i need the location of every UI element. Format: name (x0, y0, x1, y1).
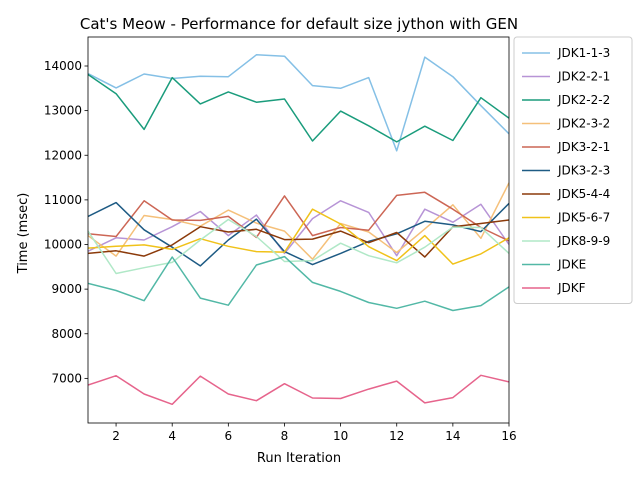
series-line-jdk2-2-2 (88, 73, 509, 143)
y-tick-label: 8000 (51, 327, 82, 341)
plot-area (87, 36, 510, 424)
series-lines (88, 54, 509, 406)
x-tick-label: 6 (225, 429, 233, 443)
series-line-jdkf (88, 374, 509, 406)
legend-label-jdke: JDKE (557, 258, 586, 272)
legend-label-jdk2-2-1: JDK2-2-1 (557, 70, 610, 84)
x-tick-label: 2 (112, 429, 120, 443)
series-line-jdk3-2-1 (88, 191, 509, 242)
legend-label-jdk2-2-2: JDK2-2-2 (557, 93, 610, 107)
x-axis-label: Run Iteration (257, 451, 341, 466)
y-tick-label: 7000 (51, 371, 82, 385)
y-tick-label: 9000 (51, 282, 82, 296)
legend-label-jdk3-2-1: JDK3-2-1 (557, 140, 610, 154)
series-line-jdk1-1-3 (88, 54, 509, 152)
legend: JDK1-1-3 JDK2-2-1 JDK2-2-2 JDK2-3-2 JDK3-2-1… (513, 36, 633, 304)
x-axis: 2 4 6 8 10 12 14 16 (112, 423, 517, 443)
series-line-jdk5-6-7 (88, 208, 509, 265)
legend-label-jdk5-4-4: JDK5-4-4 (557, 187, 610, 201)
x-tick-label: 8 (281, 429, 289, 443)
x-tick-label: 4 (168, 429, 176, 443)
x-tick-label: 16 (501, 429, 516, 443)
legend-label-jdk8-9-9: JDK8-9-9 (557, 234, 610, 248)
y-tick-label: 11000 (44, 193, 82, 207)
series-line-jdk8-9-9 (88, 218, 509, 275)
y-tick-label: 12000 (44, 148, 82, 162)
legend-label-jdkf: JDKF (557, 281, 586, 295)
y-tick-label: 13000 (44, 104, 82, 118)
series-line-jdke (88, 255, 509, 312)
legend-box (513, 36, 633, 304)
x-tick-label: 10 (333, 429, 348, 443)
series-line-jdk3-2-3 (88, 201, 509, 267)
y-axis: 7000 8000 9000 10000 11000 12000 13000 14000 (44, 59, 88, 385)
chart-title: Cat's Meow - Performance for default siz… (80, 15, 518, 33)
y-tick-label: 10000 (44, 238, 82, 252)
y-tick-label: 14000 (44, 59, 82, 73)
y-axis-label: Time (msec) (16, 193, 31, 275)
plot-frame (87, 36, 510, 424)
legend-label-jdk5-6-7: JDK5-6-7 (557, 211, 610, 225)
series-line-jdk2-2-1 (88, 200, 509, 257)
series-line-jdk5-4-4 (88, 219, 509, 258)
legend-label-jdk3-2-3: JDK3-2-3 (557, 164, 610, 178)
legend-label-jdk1-1-3: JDK1-1-3 (557, 46, 610, 60)
series-line-jdk2-3-2 (88, 182, 509, 260)
legend-label-jdk2-3-2: JDK2-3-2 (557, 117, 610, 131)
x-tick-label: 14 (445, 429, 460, 443)
x-tick-label: 12 (389, 429, 404, 443)
